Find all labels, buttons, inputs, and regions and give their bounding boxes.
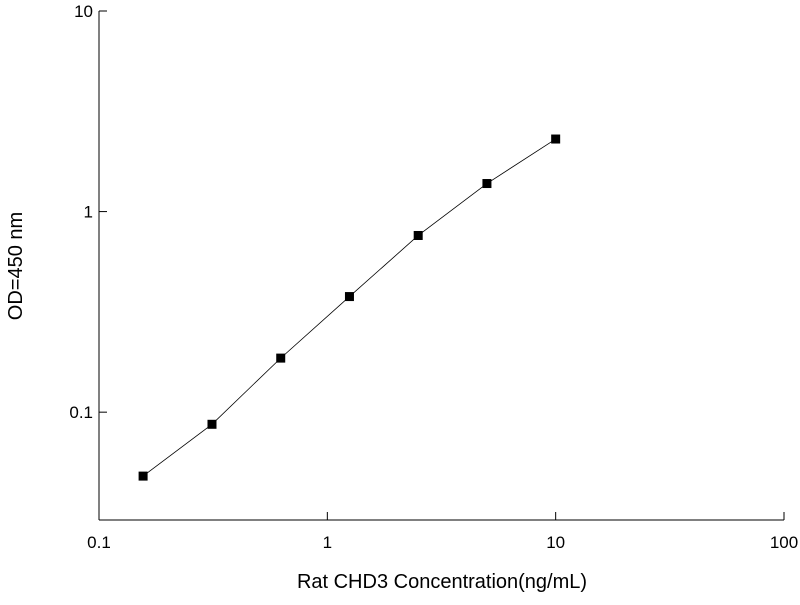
data-point bbox=[138, 471, 148, 481]
y-axis-label: OD=450 nm bbox=[5, 212, 27, 320]
y-tick-label: 0.1 bbox=[69, 403, 93, 422]
series-line bbox=[142, 138, 556, 477]
data-point bbox=[344, 292, 354, 302]
y-tick-label: 10 bbox=[74, 2, 93, 21]
x-tick-label: 0.1 bbox=[87, 533, 111, 552]
data-point bbox=[276, 353, 286, 363]
data-point bbox=[207, 419, 217, 429]
data-point bbox=[482, 179, 492, 189]
data-point bbox=[551, 134, 561, 144]
y-tick-label: 1 bbox=[84, 203, 93, 222]
data-point bbox=[413, 230, 423, 240]
x-tick-label: 10 bbox=[546, 533, 565, 552]
x-tick-label: 1 bbox=[323, 533, 332, 552]
x-axis-label: Rat CHD3 Concentration(ng/mL) bbox=[297, 571, 587, 593]
x-tick-label: 100 bbox=[770, 533, 798, 552]
